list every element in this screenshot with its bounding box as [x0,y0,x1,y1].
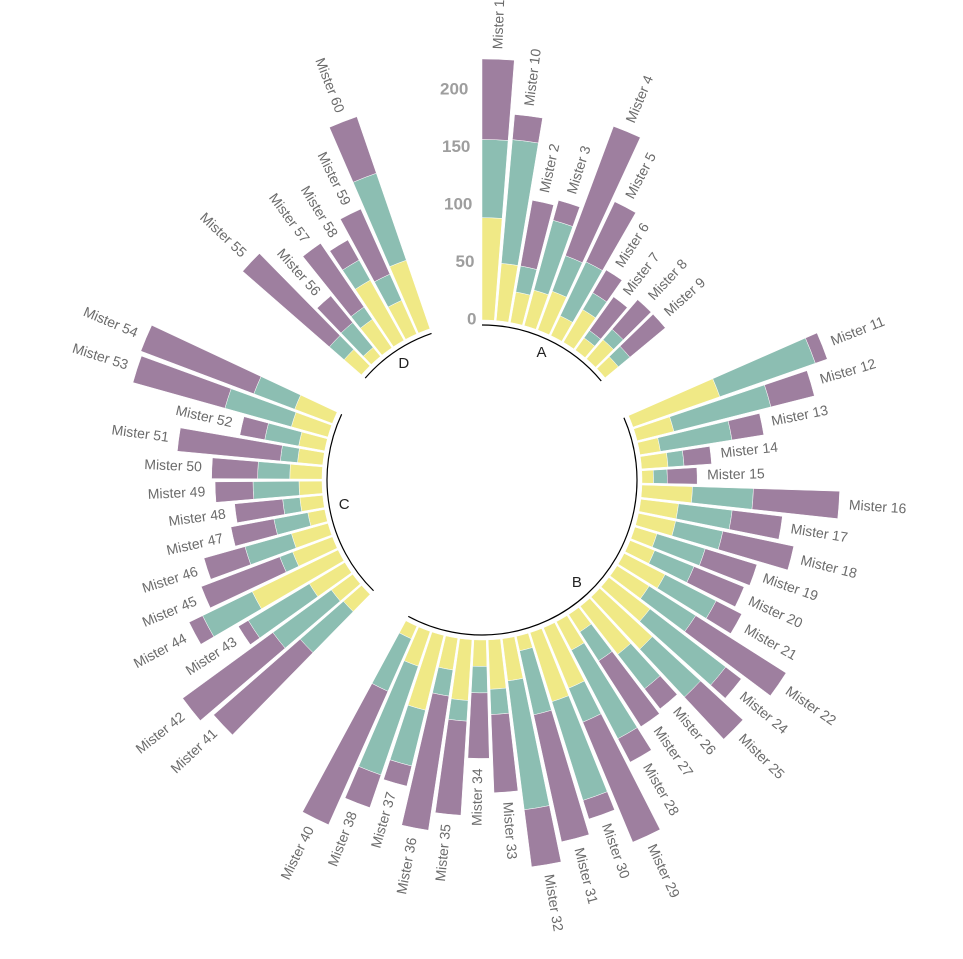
bar-label: Mister 55 [197,209,250,260]
bar-label: Mister 40 [277,823,317,882]
bar-segment [298,448,325,464]
bar-label: Mister 41 [167,725,220,776]
bar-segment [300,495,325,511]
bar-segment [490,688,509,715]
scale-tick-label: 0 [467,310,476,329]
bar-segment [448,699,468,721]
bar-label: Mister 32 [541,873,566,933]
bar-segment [482,139,508,218]
bar-segment [280,446,299,463]
bar-label: Mister 14 [720,439,779,461]
bar-segment [308,509,328,525]
group-label: B [572,574,582,591]
bar-label: Mister 53 [71,340,131,373]
bar-label: Mister 17 [790,520,850,545]
group-label: C [339,496,350,513]
scale-tick-label: 50 [455,252,474,271]
bar-segment [468,693,489,759]
bar-label: Mister 42 [132,708,187,756]
bar-label: Mister 22 [783,683,840,729]
scale-tick-label: 200 [440,80,468,99]
bar-label: Mister 16 [848,496,907,516]
bar-segment [253,481,300,499]
bar-segment [212,458,259,479]
bar-label: Mister 13 [770,402,830,429]
bar-segment [728,413,764,440]
bar-label: Mister 11 [828,313,887,349]
bar-label: Mister 10 [521,48,544,107]
bar-segment [512,114,542,143]
bar-label: Mister 3 [563,143,593,195]
circular-stacked-bar-chart: Mister 1 Mister 10 Mister 2Mister 3 Mister … [0,0,963,959]
bar-segment [653,469,667,483]
bar-label: Mister 4 [622,73,656,125]
bar-label: Mister 49 [147,483,205,502]
bar-label: Mister 33 [500,801,520,860]
bar-segment [471,666,487,693]
bar-label: Mister 35 [432,823,454,882]
bar-label: Mister 34 [468,768,485,826]
bar-label: Mister 15 [707,465,765,482]
scale-tick-label: 100 [444,195,472,214]
bar-label: Mister 48 [167,505,226,529]
bar-label: Mister 54 [81,303,140,340]
bar-segment [215,482,254,503]
bar-label: Mister 51 [111,421,170,445]
bar-segment [299,481,323,495]
bar-segment [638,438,661,455]
bar-label: Mister 25 [736,730,788,782]
bar-segment [482,59,514,141]
bar-label: Mister 2 [536,142,562,194]
bar-label: Mister 12 [818,355,878,387]
bar-label: Mister 44 [131,630,190,671]
group-label: A [536,344,546,361]
bar-segment [240,417,269,440]
bar-segment [290,464,323,479]
bar-label: Mister 1 [489,0,507,50]
bar-segment [691,487,753,510]
bar-segment [682,446,711,465]
bar-label: Mister 18 [799,552,859,582]
bar-segment [432,667,452,696]
bar-segment [473,640,487,667]
bar-label: Mister 60 [312,55,348,115]
bar-segment [640,453,668,469]
bar-segment [666,450,684,467]
bar-label: Mister 31 [571,846,601,906]
bar-segment [258,462,291,479]
bar-segment [642,470,654,483]
bar-label: Mister 50 [144,456,202,475]
bar-label: Mister 29 [645,841,684,900]
bar-label: Mister 36 [393,836,420,896]
bar-label: Mister 46 [140,563,200,596]
bar-segment [667,468,697,485]
bar-label: Mister 19 [761,570,821,604]
group-label: D [398,355,409,372]
bar-label: Mister 47 [165,530,225,558]
bar-segment [283,498,302,515]
scale-tick-label: 150 [442,137,470,156]
